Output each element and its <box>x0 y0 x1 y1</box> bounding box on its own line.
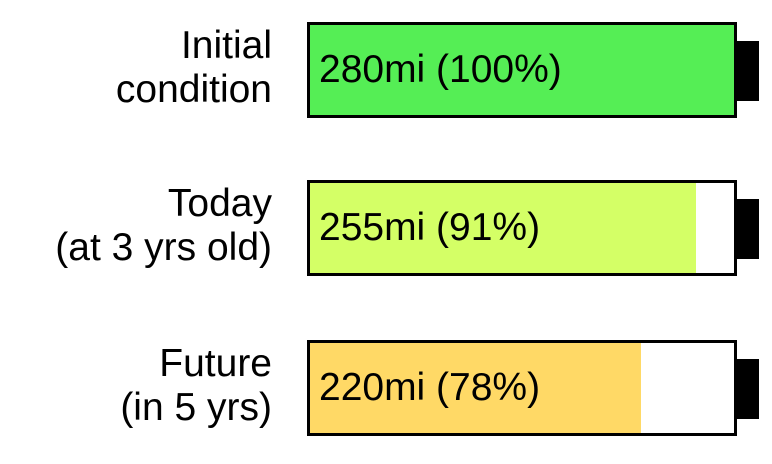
battery-row-future: Future (in 5 yrs) 220mi (78%) <box>0 340 772 440</box>
battery-row-today: Today (at 3 yrs old) 255mi (91%) <box>0 180 772 280</box>
battery-body: 280mi (100%) <box>307 22 737 118</box>
row-label-line-1: Future <box>159 342 272 385</box>
row-label-line-1: Today <box>167 182 272 225</box>
battery-terminal <box>737 41 759 101</box>
battery-terminal <box>737 359 759 419</box>
row-label-line-2: (in 5 yrs) <box>120 386 272 429</box>
battery-fill <box>310 183 696 273</box>
battery-fill <box>310 25 734 115</box>
battery-body: 220mi (78%) <box>307 340 737 436</box>
row-label: Today (at 3 yrs old) <box>0 182 272 270</box>
row-label-line-2: (at 3 yrs old) <box>55 226 272 269</box>
battery-value-text: 220mi (78%) <box>319 366 541 409</box>
row-label-line-2: condition <box>115 68 272 111</box>
battery-row-initial: Initial condition 280mi (100%) <box>0 22 772 122</box>
battery-terminal <box>737 199 759 259</box>
battery-body: 255mi (91%) <box>307 180 737 276</box>
row-label: Initial condition <box>0 24 272 112</box>
row-label: Future (in 5 yrs) <box>0 342 272 430</box>
battery-fill <box>310 343 641 433</box>
battery-value-text: 280mi (100%) <box>319 48 562 91</box>
row-label-line-1: Initial <box>180 24 272 67</box>
battery-value-text: 255mi (91%) <box>319 206 541 249</box>
